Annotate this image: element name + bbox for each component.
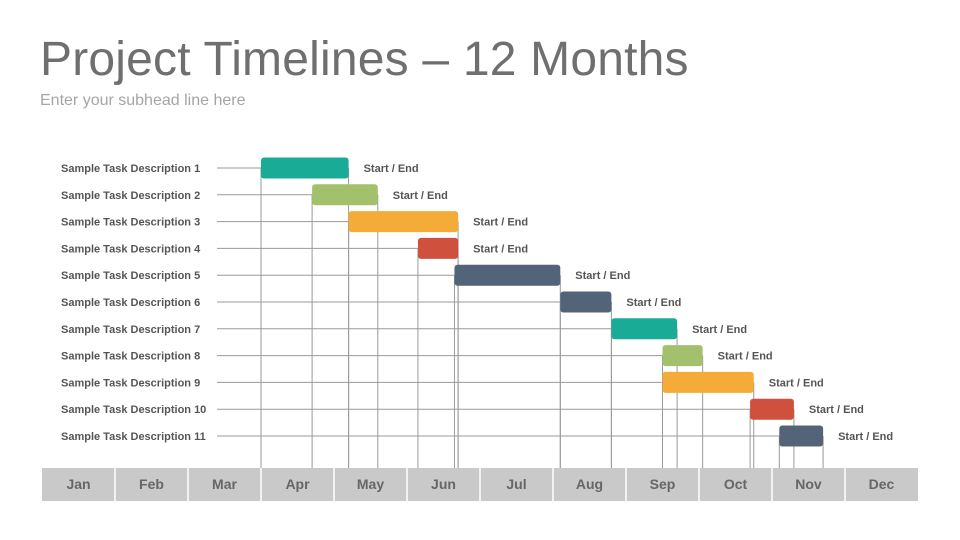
task-label: Sample Task Description 2 [61,190,200,202]
task-label: Sample Task Description 5 [61,270,200,282]
month-tick-label: Aug [576,476,603,492]
month-tick-label: May [357,476,384,492]
task-label: Sample Task Description 7 [61,324,200,336]
task-bar [779,425,824,447]
task-end-label: Start / End [364,163,419,175]
month-tick-label: Oct [724,476,748,492]
task-label: Sample Task Description 8 [61,351,200,363]
task-label: Sample Task Description 1 [61,163,200,175]
task-bar [417,237,459,259]
task-end-label: Start / End [809,404,864,416]
task-end-label: Start / End [575,270,630,282]
task-end-label: Start / End [473,243,528,255]
task-end-label: Start / End [473,217,528,229]
task-end-label: Start / End [718,351,773,363]
month-tick-label: Nov [795,476,822,492]
month-tick-label: Jan [66,476,90,492]
month-tick-label: Jun [431,476,456,492]
page-subtitle: Enter your subhead line here [40,92,246,109]
task-bar [662,371,754,393]
month-tick-label: Jul [506,476,526,492]
month-tick-label: Apr [285,476,310,492]
month-tick-label: Dec [869,476,895,492]
task-label: Sample Task Description 4 [61,243,201,255]
task-bar [662,345,703,367]
task-label: Sample Task Description 10 [61,404,206,416]
task-bar [261,157,349,179]
task-label: Sample Task Description 3 [61,217,200,229]
task-end-label: Start / End [626,297,681,309]
month-tick-label: Mar [212,476,237,492]
task-end-label: Start / End [838,431,893,443]
month-tick-label: Sep [650,476,676,492]
task-label: Sample Task Description 11 [61,431,206,443]
task-bar [611,318,678,340]
page-title: Project Timelines – 12 Months [40,33,689,86]
task-bar [750,398,794,420]
month-tick-label: Feb [139,476,164,492]
task-label: Sample Task Description 6 [61,297,200,309]
task-end-label: Start / End [692,324,747,336]
task-bar [560,291,612,313]
task-bar [454,264,561,286]
task-bar [312,184,378,206]
task-end-label: Start / End [393,190,448,202]
task-bar [348,211,459,233]
task-label: Sample Task Description 9 [61,377,200,389]
task-end-label: Start / End [769,377,824,389]
